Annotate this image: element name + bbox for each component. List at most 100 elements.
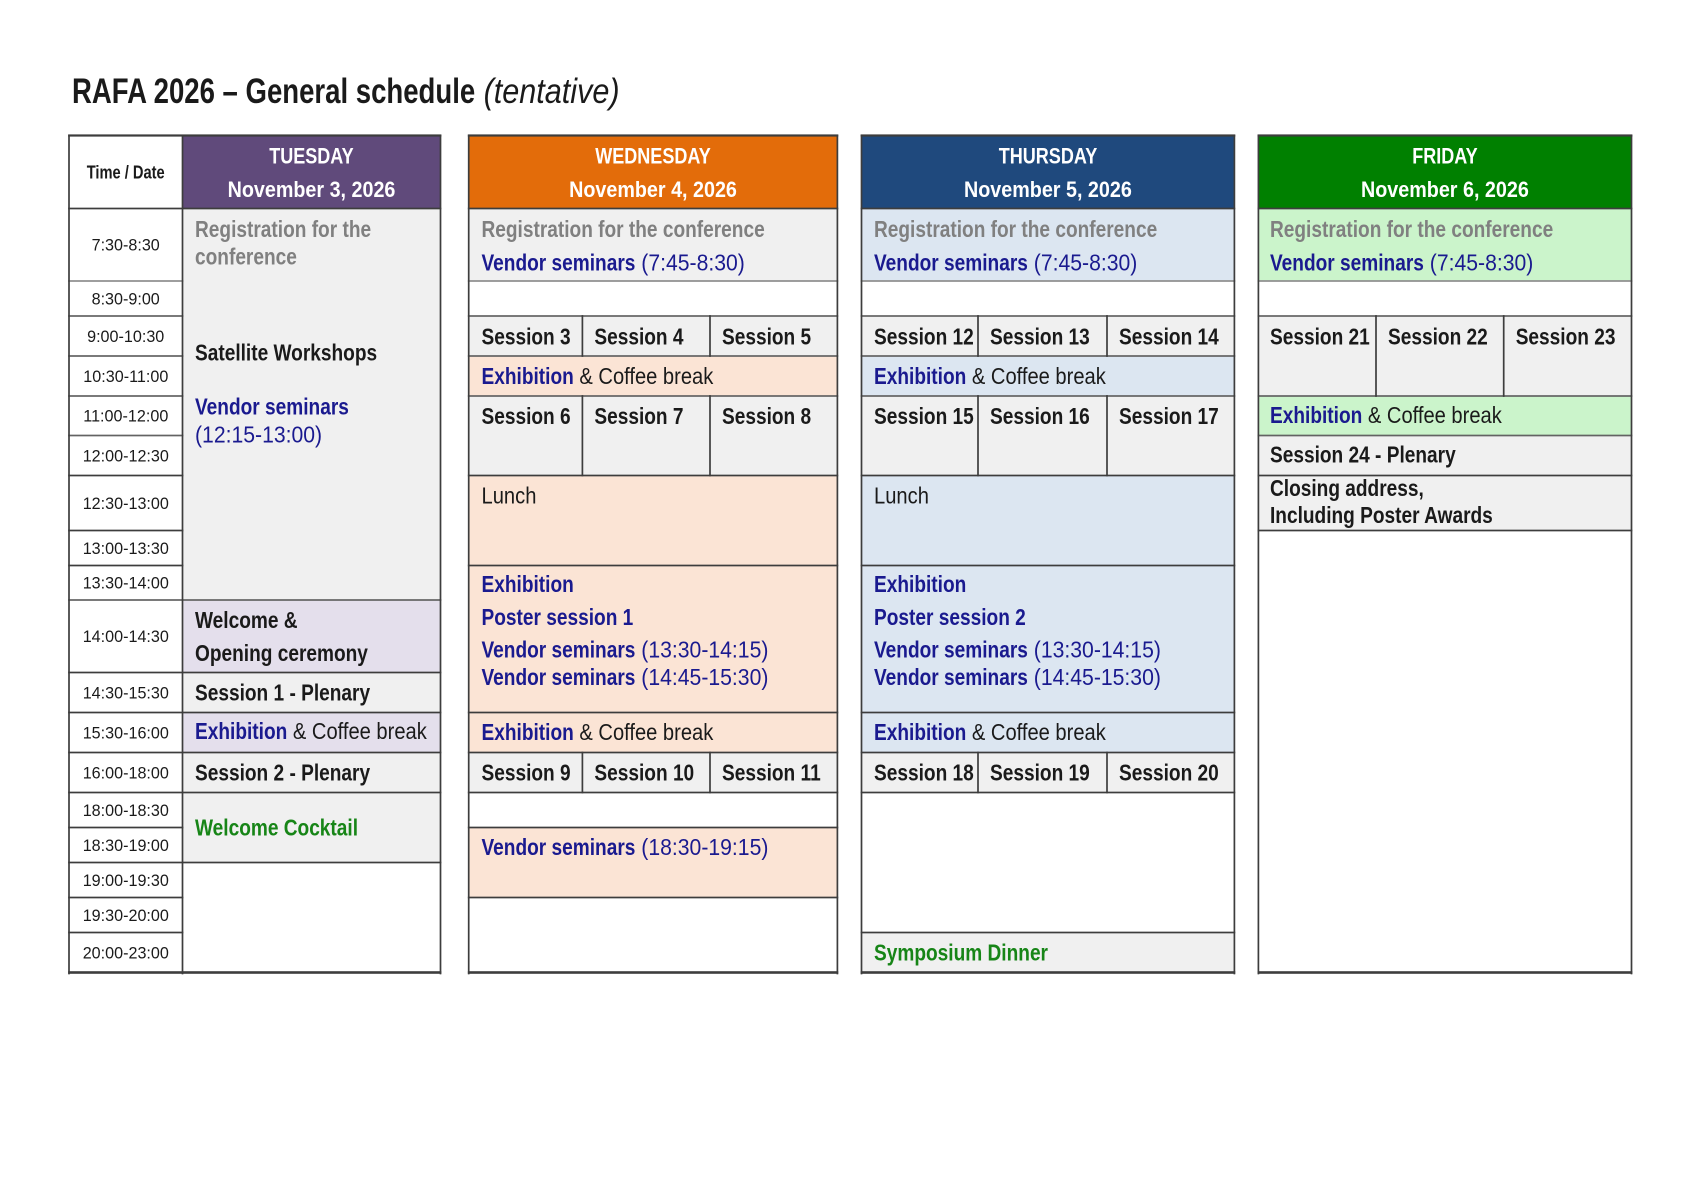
- svg-text:FRIDAY: FRIDAY: [1412, 143, 1478, 168]
- svg-text:Session 14: Session 14: [1119, 324, 1219, 350]
- svg-text:Including Poster Awards: Including Poster Awards: [1270, 502, 1493, 528]
- svg-text:Poster session 1: Poster session 1: [482, 604, 634, 630]
- svg-text:10:30-11:00: 10:30-11:00: [83, 367, 168, 386]
- svg-text:Session 16: Session 16: [990, 403, 1090, 429]
- svg-text:Exhibition: Exhibition: [1270, 402, 1362, 428]
- svg-text:Poster session 2: Poster session 2: [874, 604, 1026, 630]
- svg-text:Session 4: Session 4: [594, 324, 683, 350]
- svg-text:Exhibition: Exhibition: [874, 719, 966, 745]
- svg-text:Session 19: Session 19: [990, 760, 1090, 786]
- svg-text:(7:45-8:30): (7:45-8:30): [1430, 250, 1534, 276]
- svg-text:19:00-19:30: 19:00-19:30: [83, 871, 169, 890]
- svg-text:& Coffee break: & Coffee break: [972, 719, 1106, 745]
- svg-text:(13:30-14:15): (13:30-14:15): [1034, 637, 1161, 663]
- svg-text:7:30-8:30: 7:30-8:30: [92, 236, 160, 255]
- svg-text:November 4, 2026: November 4, 2026: [569, 177, 737, 202]
- svg-text:& Coffee break: & Coffee break: [972, 363, 1106, 389]
- svg-text:Session 2 - Plenary: Session 2 - Plenary: [195, 760, 370, 786]
- svg-text:Lunch: Lunch: [482, 483, 537, 509]
- svg-text:Exhibition: Exhibition: [874, 571, 966, 597]
- svg-text:Vendor seminars: Vendor seminars: [482, 834, 636, 860]
- svg-text:Lunch: Lunch: [874, 483, 929, 509]
- svg-text:13:00-13:30: 13:00-13:30: [83, 539, 169, 558]
- svg-text:18:00-18:30: 18:00-18:30: [83, 801, 169, 820]
- svg-text:19:30-20:00: 19:30-20:00: [83, 906, 169, 925]
- svg-text:15:30-16:00: 15:30-16:00: [83, 724, 169, 743]
- svg-text:Session 6: Session 6: [482, 403, 571, 429]
- svg-text:Satellite Workshops: Satellite Workshops: [195, 340, 377, 366]
- svg-text:16:00-18:00: 16:00-18:00: [83, 764, 169, 783]
- svg-text:Registration for the conferenc: Registration for the conference: [1270, 216, 1553, 242]
- svg-text:(tentative): (tentative): [484, 72, 620, 111]
- svg-text:November 3, 2026: November 3, 2026: [228, 177, 396, 202]
- svg-text:(14:45-15:30): (14:45-15:30): [641, 664, 768, 690]
- svg-text:Opening ceremony: Opening ceremony: [195, 640, 368, 666]
- svg-text:Closing address,: Closing address,: [1270, 475, 1424, 501]
- svg-text:20:00-23:00: 20:00-23:00: [83, 944, 169, 963]
- svg-text:Session 21: Session 21: [1270, 324, 1370, 350]
- svg-text:Session 24 - Plenary: Session 24 - Plenary: [1270, 442, 1456, 468]
- svg-text:18:30-19:00: 18:30-19:00: [83, 836, 169, 855]
- svg-text:Session 9: Session 9: [482, 760, 571, 786]
- svg-text:Session 12: Session 12: [874, 324, 974, 350]
- svg-text:Registration for the conferenc: Registration for the conference: [874, 216, 1157, 242]
- svg-text:Registration for the conferenc: Registration for the conference: [482, 216, 765, 242]
- svg-text:& Coffee break: & Coffee break: [579, 719, 713, 745]
- svg-text:TUESDAY: TUESDAY: [269, 143, 354, 168]
- svg-text:Welcome Cocktail: Welcome Cocktail: [195, 815, 358, 841]
- svg-text:Session 17: Session 17: [1119, 403, 1219, 429]
- svg-text:(7:45-8:30): (7:45-8:30): [1034, 250, 1138, 276]
- svg-text:Exhibition: Exhibition: [482, 719, 574, 745]
- svg-text:8:30-9:00: 8:30-9:00: [92, 290, 160, 309]
- svg-text:November 6, 2026: November 6, 2026: [1361, 177, 1529, 202]
- svg-text:12:00-12:30: 12:00-12:30: [83, 447, 169, 466]
- svg-text:Session 5: Session 5: [722, 324, 811, 350]
- svg-text:(7:45-8:30): (7:45-8:30): [641, 250, 745, 276]
- svg-text:14:00-14:30: 14:00-14:30: [83, 627, 169, 646]
- svg-text:13:30-14:00: 13:30-14:00: [83, 574, 169, 593]
- svg-text:Vendor seminars: Vendor seminars: [874, 637, 1028, 663]
- svg-text:WEDNESDAY: WEDNESDAY: [595, 143, 711, 168]
- svg-text:Exhibition: Exhibition: [482, 571, 574, 597]
- svg-text:Exhibition: Exhibition: [482, 363, 574, 389]
- svg-text:Vendor seminars: Vendor seminars: [1270, 250, 1424, 276]
- svg-text:Session 11: Session 11: [722, 760, 821, 786]
- svg-text:& Coffee break: & Coffee break: [579, 363, 713, 389]
- svg-text:RAFA 2026 – General schedule: RAFA 2026 – General schedule: [72, 72, 475, 111]
- svg-text:(14:45-15:30): (14:45-15:30): [1034, 664, 1161, 690]
- svg-text:Welcome &: Welcome &: [195, 607, 298, 633]
- svg-text:Vendor seminars: Vendor seminars: [874, 250, 1028, 276]
- svg-text:Vendor seminars: Vendor seminars: [874, 664, 1028, 690]
- svg-text:9:00-10:30: 9:00-10:30: [87, 327, 164, 346]
- svg-text:(13:30-14:15): (13:30-14:15): [641, 637, 768, 663]
- svg-text:Vendor seminars: Vendor seminars: [482, 664, 636, 690]
- svg-text:14:30-15:30: 14:30-15:30: [83, 684, 169, 703]
- svg-text:Session 7: Session 7: [594, 403, 683, 429]
- svg-text:Exhibition: Exhibition: [874, 363, 966, 389]
- svg-text:Session 18: Session 18: [874, 760, 974, 786]
- svg-text:11:00-12:00: 11:00-12:00: [83, 407, 168, 426]
- svg-text:Vendor seminars: Vendor seminars: [482, 250, 636, 276]
- svg-text:Session 13: Session 13: [990, 324, 1090, 350]
- svg-text:& Coffee break: & Coffee break: [1368, 402, 1502, 428]
- svg-text:12:30-13:00: 12:30-13:00: [83, 494, 169, 513]
- svg-text:(12:15-13:00): (12:15-13:00): [195, 422, 322, 448]
- svg-text:Time / Date: Time / Date: [87, 163, 165, 183]
- svg-text:November 5, 2026: November 5, 2026: [964, 177, 1132, 202]
- svg-text:Session 22: Session 22: [1388, 324, 1488, 350]
- svg-text:(18:30-19:15): (18:30-19:15): [641, 834, 768, 860]
- svg-text:THURSDAY: THURSDAY: [999, 143, 1098, 168]
- svg-text:Session 1 - Plenary: Session 1 - Plenary: [195, 680, 370, 706]
- svg-text:Session 15: Session 15: [874, 403, 974, 429]
- svg-text:Session 3: Session 3: [482, 324, 571, 350]
- svg-text:& Coffee break: & Coffee break: [293, 718, 427, 744]
- svg-text:Vendor seminars: Vendor seminars: [482, 637, 636, 663]
- svg-text:Symposium Dinner: Symposium Dinner: [874, 940, 1048, 966]
- svg-text:Session 23: Session 23: [1516, 324, 1616, 350]
- svg-text:Exhibition: Exhibition: [195, 718, 287, 744]
- svg-text:Session 8: Session 8: [722, 403, 811, 429]
- svg-text:Vendor seminars: Vendor seminars: [195, 394, 349, 420]
- svg-text:Registration for the: Registration for the: [195, 216, 371, 242]
- svg-text:Session 20: Session 20: [1119, 760, 1219, 786]
- svg-text:Session 10: Session 10: [594, 760, 694, 786]
